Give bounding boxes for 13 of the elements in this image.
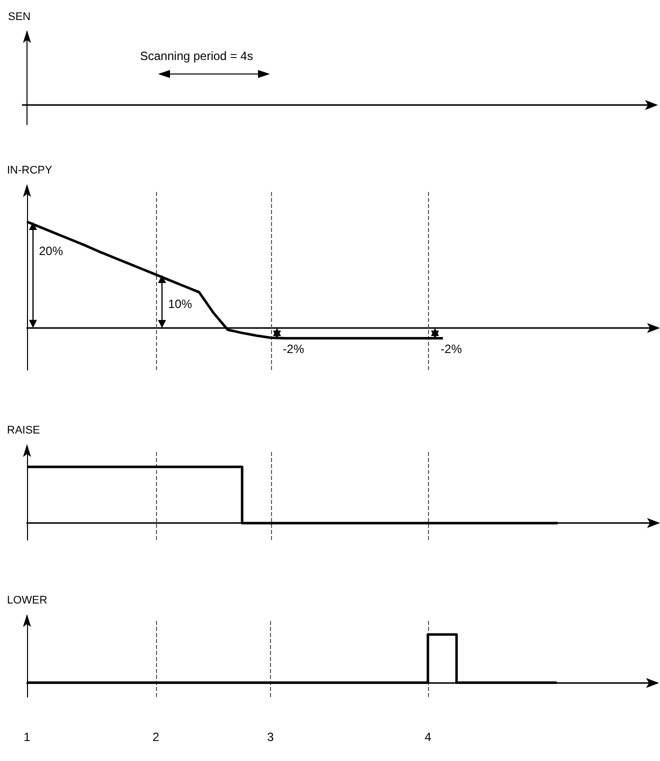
y-axis-title: RAISE	[7, 424, 40, 436]
y-axis-title: IN-RCPY	[7, 164, 53, 176]
annotation: 20%	[39, 244, 64, 258]
x-tick-label: 2	[152, 730, 160, 744]
annotation: -2%	[440, 342, 462, 356]
x-tick-label: 3	[267, 730, 274, 744]
x-tick-label: 1	[24, 730, 31, 744]
y-axis-title: LOWER	[7, 594, 48, 606]
annotation: -2%	[282, 342, 304, 356]
text: SEN	[8, 11, 31, 23]
x-tick-label: 4	[424, 730, 432, 744]
text: Scanning period = 4s	[140, 49, 254, 63]
annotation: 10%	[168, 296, 192, 311]
